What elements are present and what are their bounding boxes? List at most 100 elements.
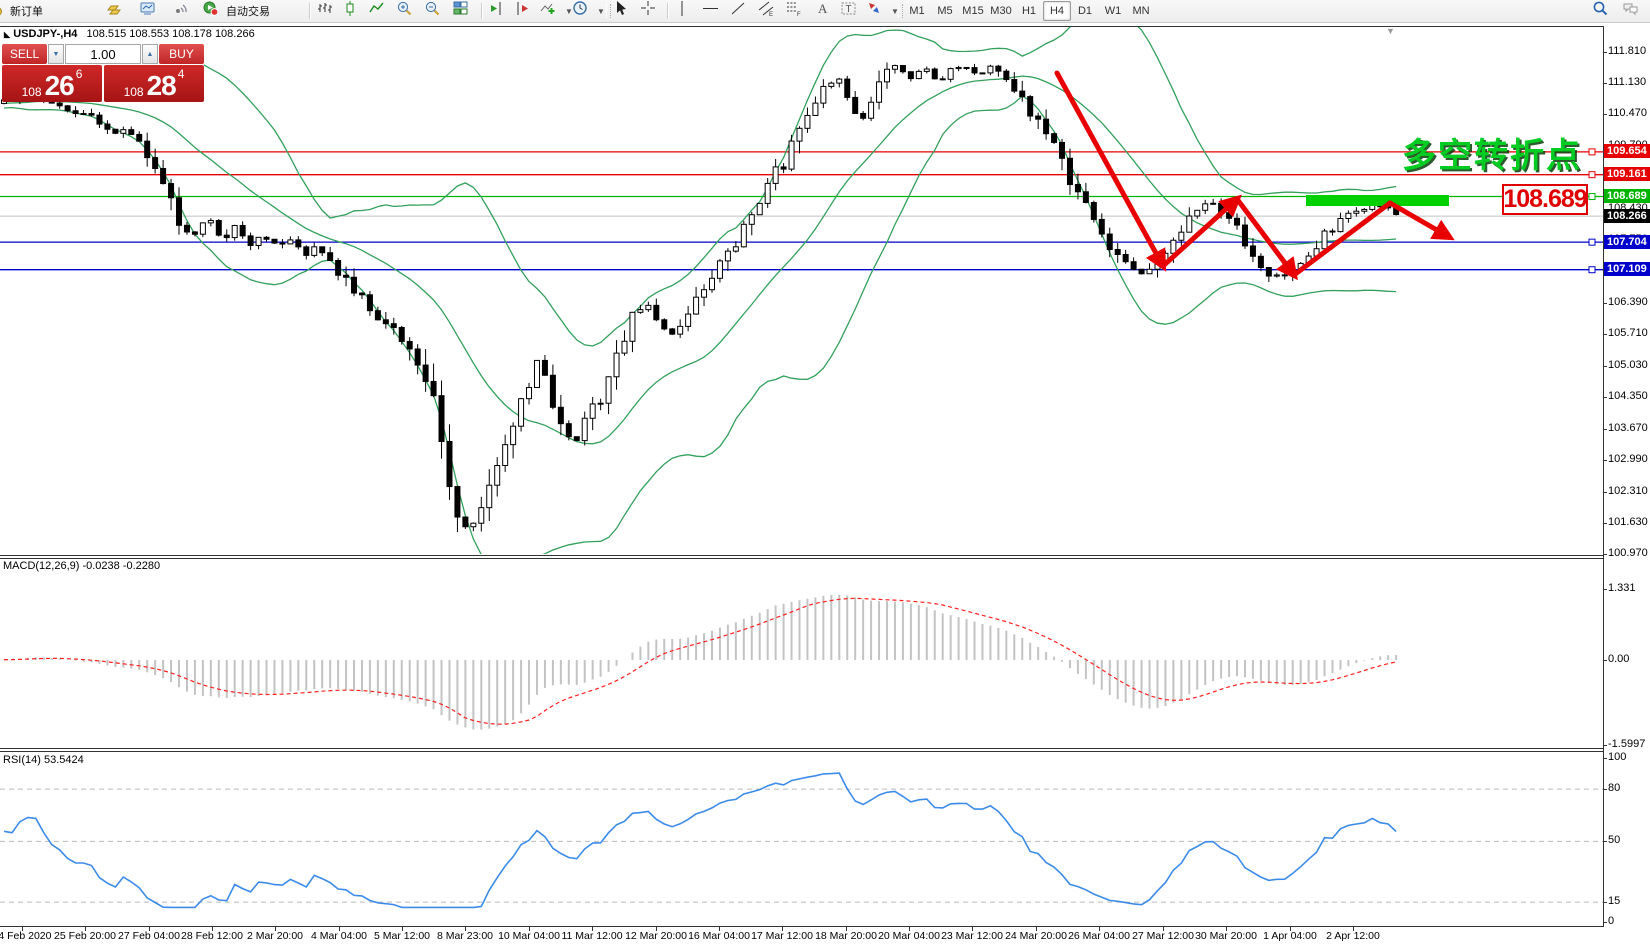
autotrade-button[interactable]: 自动交易: [202, 0, 274, 22]
price-callout-box[interactable]: 108.689: [1502, 184, 1588, 215]
cursor-tool-button[interactable]: [612, 0, 629, 22]
time-axis-label: 11 Mar 12:00: [561, 930, 623, 942]
time-tick-mark: [85, 927, 86, 931]
time-axis-label: 23 Mar 12:00: [941, 930, 1003, 942]
crosshair-tool-button[interactable]: [640, 0, 657, 22]
auto-scroll-button[interactable]: [514, 0, 531, 22]
svg-text:T: T: [846, 4, 852, 15]
tab-M1[interactable]: M1: [909, 5, 925, 17]
pane-separator[interactable]: [0, 748, 1604, 749]
tick-mark: [1603, 523, 1607, 525]
horizontal-line-tool[interactable]: [702, 0, 719, 22]
price-level-tag[interactable]: 109.161: [1604, 167, 1650, 182]
pane-separator[interactable]: [0, 558, 1604, 559]
chart-top-border: [0, 26, 1650, 27]
time-tick-mark: [909, 927, 910, 931]
price-tick: 103.670: [1608, 421, 1648, 434]
chart-shift-button[interactable]: [488, 0, 505, 22]
candlestick-chart-icon: [342, 1, 359, 20]
time-tick-mark: [782, 927, 783, 931]
buy-button[interactable]: BUY: [159, 44, 204, 64]
pane-separator[interactable]: [0, 751, 1604, 752]
zoom-out-button[interactable]: [424, 0, 441, 22]
text-label-icon: T: [840, 2, 857, 20]
price-level-tag[interactable]: 107.704: [1604, 234, 1650, 249]
volume-down-button[interactable]: ▼: [48, 44, 64, 64]
tick-mark: [1603, 758, 1607, 760]
zoom-in-button[interactable]: [396, 0, 413, 22]
tab-M15[interactable]: M15: [962, 5, 984, 17]
time-tick-mark: [1226, 927, 1227, 931]
channel-tool[interactable]: E: [758, 0, 775, 22]
line-chart-button[interactable]: [368, 0, 385, 22]
time-tick-mark: [402, 927, 403, 931]
tick-mark: [1603, 303, 1607, 304]
text-tool[interactable]: A: [814, 0, 831, 22]
bar-chart-icon: [316, 3, 333, 20]
vertical-line-icon: [674, 1, 691, 20]
trend-arrow[interactable]: [1160, 194, 1242, 269]
volume-input[interactable]: 1.00: [65, 44, 141, 64]
current-price-tag[interactable]: 108.266: [1604, 208, 1650, 223]
text-label-tool[interactable]: T: [840, 0, 857, 22]
chart-shift-icon: [488, 2, 505, 20]
tab-H4[interactable]: H4: [1043, 1, 1071, 21]
vertical-line-tool[interactable]: [674, 0, 691, 22]
time-tick-mark: [1163, 927, 1164, 931]
volume-up-button[interactable]: ▲: [142, 44, 158, 64]
periods-button[interactable]: ▼: [572, 0, 609, 22]
trend-arrow[interactable]: [1054, 70, 1167, 272]
tab-H1[interactable]: H1: [1021, 5, 1037, 17]
terminal-button[interactable]: [140, 0, 157, 22]
price-tick: 105.030: [1608, 358, 1648, 371]
trendline-tool[interactable]: [730, 0, 747, 22]
sell-button[interactable]: SELL: [2, 44, 47, 64]
price-level-tag[interactable]: 109.654: [1604, 144, 1650, 159]
price-tick: 111.130: [1608, 76, 1647, 89]
new-order-button[interactable]: 新订单: [0, 0, 47, 22]
arrows-tool[interactable]: ▼: [866, 0, 903, 22]
chevron-down-icon: ▼: [597, 6, 605, 16]
toolbar-separator: [667, 3, 668, 19]
auto-scroll-icon: [514, 2, 531, 20]
bar-chart-button[interactable]: [316, 0, 333, 22]
add-indicator-button[interactable]: ▼: [540, 0, 577, 22]
tile-windows-button[interactable]: [452, 0, 469, 22]
trend-arrow[interactable]: [1387, 200, 1455, 241]
trend-arrow[interactable]: [1234, 196, 1298, 281]
chat-button[interactable]: [1622, 0, 1639, 22]
text-icon: A: [814, 1, 831, 20]
price-level-tag[interactable]: 107.109: [1604, 262, 1650, 277]
ask-point: 4: [177, 67, 185, 81]
tab-D1[interactable]: D1: [1077, 5, 1093, 17]
chart-canvas[interactable]: [0, 0, 1604, 944]
candlestick-chart-button[interactable]: [342, 0, 359, 22]
bid-price[interactable]: 108 26 6: [2, 65, 102, 102]
tab-MN[interactable]: MN: [1132, 5, 1150, 17]
trend-arrow[interactable]: [1291, 200, 1393, 278]
tick-mark: [1603, 745, 1607, 747]
tab-W1[interactable]: W1: [1104, 5, 1122, 17]
time-axis-label: 18 Mar 20:00: [815, 930, 877, 942]
toolbar-grip: [606, 4, 611, 18]
turning-point-annotation[interactable]: 多空转折点: [1402, 137, 1582, 175]
svg-text:E: E: [769, 12, 773, 17]
signals-button[interactable]: [172, 0, 189, 22]
pane-separator[interactable]: [0, 555, 1604, 556]
market-watch-button[interactable]: [106, 0, 123, 22]
trendline-icon: [730, 2, 747, 20]
crosshair-icon: [640, 1, 657, 20]
price-axis[interactable]: 111.810111.130110.470109.790109.110108.4…: [1603, 23, 1650, 944]
fibonacci-tool[interactable]: F: [786, 0, 803, 22]
search-button[interactable]: [1592, 0, 1609, 22]
tab-M5[interactable]: M5: [937, 5, 953, 17]
signal-icon: [172, 3, 189, 20]
rsi-tick: 15: [1608, 895, 1621, 908]
collapse-triangle-icon[interactable]: ◣: [4, 30, 11, 39]
tab-M30[interactable]: M30: [990, 5, 1012, 17]
new-order-label: 新订单: [10, 6, 43, 18]
ask-price[interactable]: 108 28 4: [104, 65, 204, 102]
price-level-tag[interactable]: 108.689: [1604, 189, 1650, 204]
chart-shift-marker-icon[interactable]: ▼: [1386, 26, 1395, 36]
